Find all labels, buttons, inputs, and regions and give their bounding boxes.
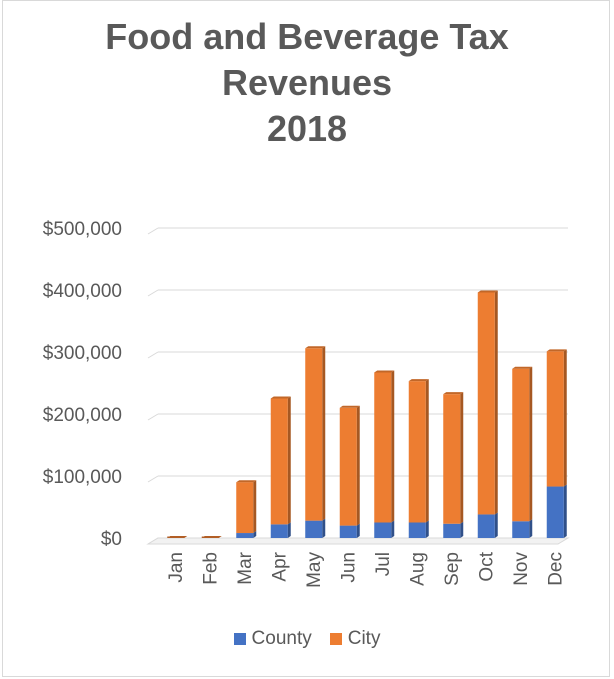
chart-title-line-2: Revenues (221, 62, 393, 103)
legend-swatch-county (233, 633, 246, 645)
bar-county (374, 522, 392, 538)
bar-county (270, 524, 288, 538)
bar-top (512, 366, 533, 369)
bar-county-side (253, 531, 257, 538)
bar-top (408, 379, 429, 382)
chart-title: Food and Beverage Tax Revenues 2018 (0, 14, 614, 152)
bar-top (477, 290, 498, 293)
x-tick-label: Feb (200, 552, 221, 585)
legend-swatch-city (329, 633, 342, 645)
bar-county (408, 522, 426, 538)
bar-top (270, 396, 291, 399)
x-tick-label: Jan (166, 552, 187, 583)
bar-city (236, 482, 254, 534)
gridline-depth (147, 475, 159, 483)
bar-county (477, 514, 495, 538)
bar-top (305, 346, 326, 349)
bar-county-side (460, 521, 464, 538)
bar-city-side (287, 396, 291, 525)
x-tick-label: Oct (476, 551, 497, 581)
gridline-depth (147, 413, 159, 421)
bar-county (546, 486, 564, 538)
x-tick-label: Jun (338, 552, 359, 583)
bar-city-side (494, 290, 498, 515)
bar-county (236, 533, 254, 538)
y-tick-label: $0 (101, 529, 122, 550)
bar-county (512, 521, 530, 538)
bar-county-side (529, 519, 533, 538)
x-tick-label: Aug (407, 552, 428, 586)
x-tick-label: May (304, 552, 325, 588)
bar-county (339, 525, 357, 538)
bar-county (305, 520, 323, 538)
bar-zero (167, 536, 185, 538)
bar-county-side (356, 523, 360, 538)
bar-city-side (425, 379, 429, 523)
bar-top (443, 392, 464, 395)
legend-item-city: City (329, 628, 381, 650)
bar-city (546, 351, 564, 487)
bar-county-side (425, 520, 429, 538)
bar-city (374, 372, 392, 523)
legend-label-city: City (347, 628, 381, 649)
bar-city (512, 368, 530, 522)
x-tick-label: Nov (511, 552, 532, 586)
bar-county-side (494, 512, 498, 538)
bar-city-side (322, 346, 326, 521)
x-tick-label: Apr (269, 551, 290, 581)
gridline-depth (147, 227, 159, 235)
bar-top (339, 405, 360, 408)
bar-top (236, 480, 257, 483)
bar-city (270, 398, 288, 525)
bar-county (443, 523, 461, 538)
x-tick-label: Dec (545, 552, 566, 586)
bar-city (339, 407, 357, 526)
bar-city (305, 348, 323, 521)
y-tick-label: $200,000 (43, 405, 122, 426)
bar-county-side (287, 522, 291, 538)
bar-city (408, 381, 426, 523)
bar-zero (201, 536, 219, 538)
x-tick-label: Sep (442, 552, 463, 586)
bar-county-side (322, 518, 326, 538)
legend-item-county: County (233, 628, 312, 650)
bar-city-side (391, 370, 395, 523)
chart-title-line-1: Food and Beverage Tax (105, 16, 509, 57)
bar-top (546, 349, 567, 352)
y-tick-label: $300,000 (43, 343, 122, 364)
y-tick-label: $500,000 (43, 219, 122, 240)
bar-city-side (563, 349, 567, 487)
gridline-depth (147, 351, 159, 359)
bar-county-side (563, 484, 567, 538)
x-tick-label: Mar (235, 551, 256, 584)
bar-county-side (391, 520, 395, 538)
legend-label-county: County (251, 628, 312, 649)
bar-city-side (356, 405, 360, 526)
bar-city-side (253, 480, 257, 534)
gridline-depth (147, 289, 159, 297)
chart-title-line-3: 2018 (266, 108, 348, 149)
bar-city (477, 292, 495, 515)
x-tick-label: Jul (373, 552, 394, 576)
bar-city (443, 394, 461, 524)
chart-floor (146, 537, 570, 545)
bar-city-side (529, 366, 533, 522)
bar-top (374, 370, 395, 373)
y-tick-label: $400,000 (43, 281, 122, 302)
bar-city-side (460, 392, 464, 524)
chart-legend: County City (0, 628, 614, 650)
y-tick-label: $100,000 (43, 467, 122, 488)
